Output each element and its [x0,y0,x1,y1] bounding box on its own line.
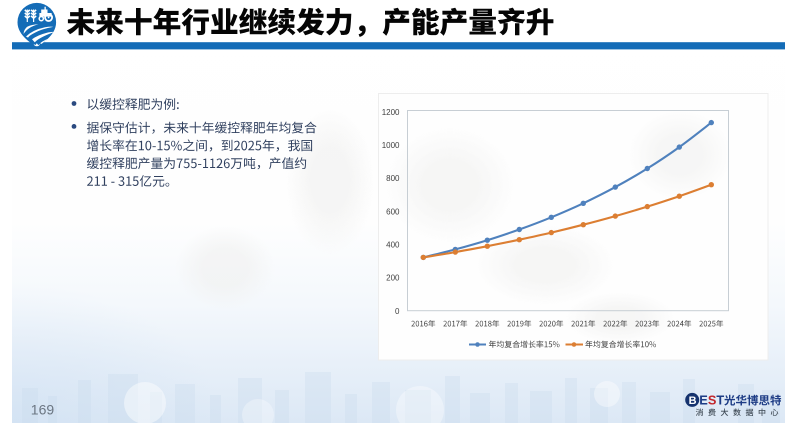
svg-text:800: 800 [386,174,400,183]
svg-text:600: 600 [386,207,400,216]
svg-text:169: 169 [31,402,55,418]
svg-text:EST: EST [699,393,724,408]
svg-text:400: 400 [386,241,400,250]
svg-text:0: 0 [395,307,400,316]
svg-text:200: 200 [386,274,400,283]
svg-text:1200: 1200 [382,108,400,117]
svg-text:1000: 1000 [382,141,400,150]
svg-text:B: B [689,395,697,407]
